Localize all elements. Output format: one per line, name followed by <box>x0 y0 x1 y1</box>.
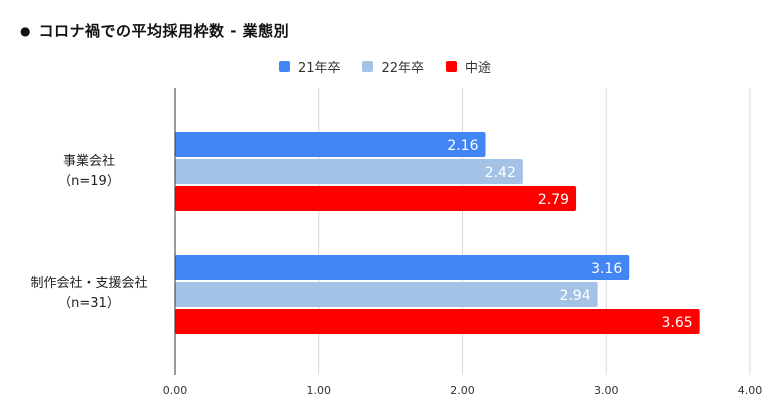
title-bullet-icon: ● <box>20 23 31 38</box>
data-label: 2.79 <box>538 192 569 208</box>
data-label: 2.42 <box>485 165 516 181</box>
x-tick-label: 2.00 <box>450 384 475 397</box>
bar-2-0 <box>175 186 577 211</box>
legend: 21年卒 22年卒 中途 <box>0 57 770 76</box>
chart-title-row: ● コロナ禍での平均採用枠数 - 業態別 <box>20 20 289 41</box>
category-name-seisaku: 制作会社・支援会社 <box>30 276 148 291</box>
data-label: 3.16 <box>591 261 622 277</box>
data-label: 2.16 <box>447 138 478 154</box>
bar-1-1 <box>175 282 598 307</box>
category-count-jigyo: （n=19） <box>58 174 120 189</box>
bar-2-1 <box>175 309 700 334</box>
legend-swatch-21 <box>278 61 290 72</box>
x-tick-label: 0.00 <box>163 384 188 397</box>
legend-item-22: 22年卒 <box>362 57 424 76</box>
bar-1-0 <box>175 159 523 184</box>
bar-0-1 <box>175 255 630 280</box>
legend-item-21: 21年卒 <box>278 57 341 76</box>
x-tick-label: 1.00 <box>307 384 332 397</box>
legend-swatch-22 <box>362 61 374 72</box>
category-label-seisaku: 制作会社・支援会社 （n=31） <box>8 274 170 314</box>
bar-0-0 <box>175 132 486 157</box>
x-tick-label: 4.00 <box>738 384 763 397</box>
category-name-jigyo: 事業会社 <box>62 154 115 169</box>
legend-label-midcareer: 中途 <box>465 61 492 76</box>
legend-label-21: 21年卒 <box>297 61 341 76</box>
x-tick-label: 3.00 <box>594 384 619 397</box>
data-label: 2.94 <box>559 288 590 304</box>
legend-label-22: 22年卒 <box>381 61 425 76</box>
chart-title: コロナ禍での平均採用枠数 - 業態別 <box>38 22 290 40</box>
legend-item-midcareer: 中途 <box>446 57 491 76</box>
category-label-jigyo: 事業会社 （n=19） <box>8 152 170 192</box>
category-count-seisaku: （n=31） <box>58 296 120 311</box>
legend-swatch-midcareer <box>446 61 458 72</box>
data-label: 3.65 <box>662 315 693 331</box>
